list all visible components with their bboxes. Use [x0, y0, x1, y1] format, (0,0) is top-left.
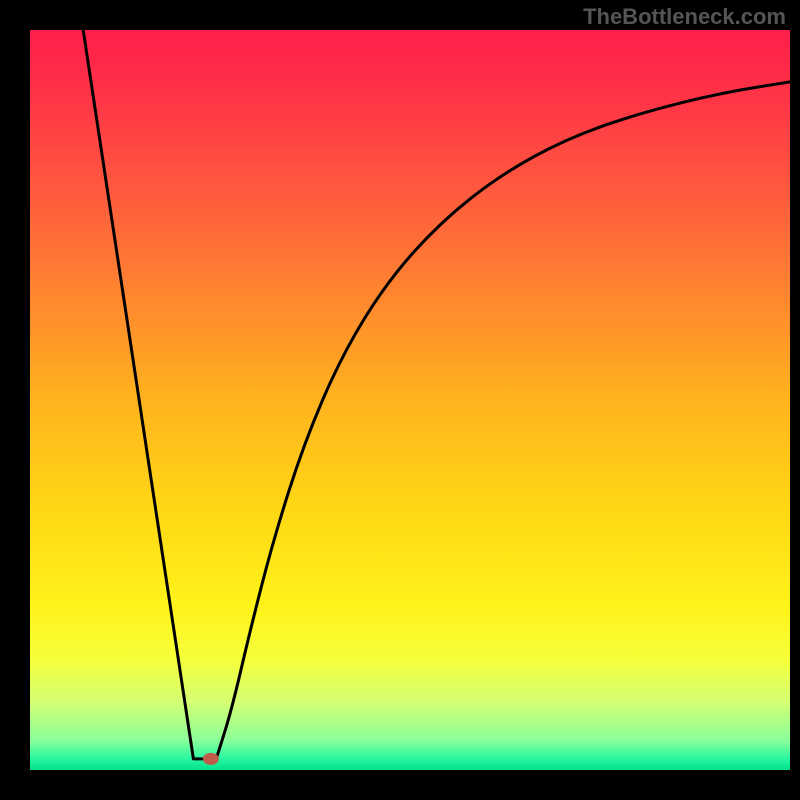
optimal-point-marker [203, 753, 219, 765]
bottleneck-curve [30, 30, 790, 770]
watermark-text: TheBottleneck.com [583, 4, 786, 30]
chart-container: TheBottleneck.com [0, 0, 800, 800]
plot-area [30, 30, 790, 770]
